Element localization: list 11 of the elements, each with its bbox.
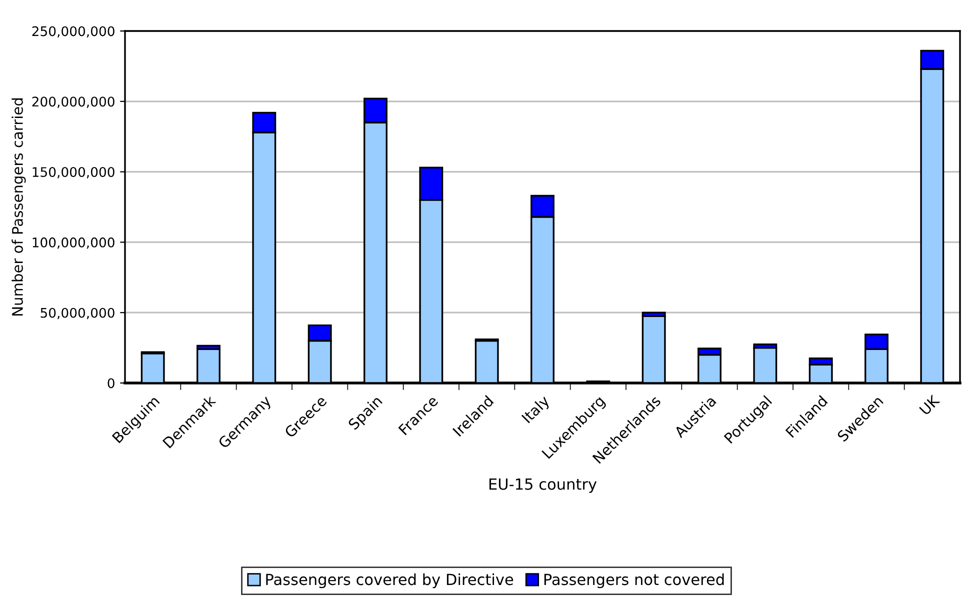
y-tick-label: 100,000,000 (32, 237, 114, 249)
legend-label: Passengers covered by Directive (266, 573, 514, 588)
y-axis-title: Number of Passengers carried (12, 98, 26, 316)
y-tick-label: 50,000,000 (40, 308, 114, 320)
y-tick-label: 250,000,000 (32, 26, 114, 38)
y-tick-label: 150,000,000 (32, 167, 114, 178)
y-tick-label: 200,000,000 (32, 96, 114, 108)
x-axis-title: EU-15 country (489, 478, 597, 493)
x-tick-label: UK (919, 394, 940, 416)
legend-label: Passengers not covered (544, 573, 724, 588)
y-tick-label: 0 (108, 378, 114, 388)
